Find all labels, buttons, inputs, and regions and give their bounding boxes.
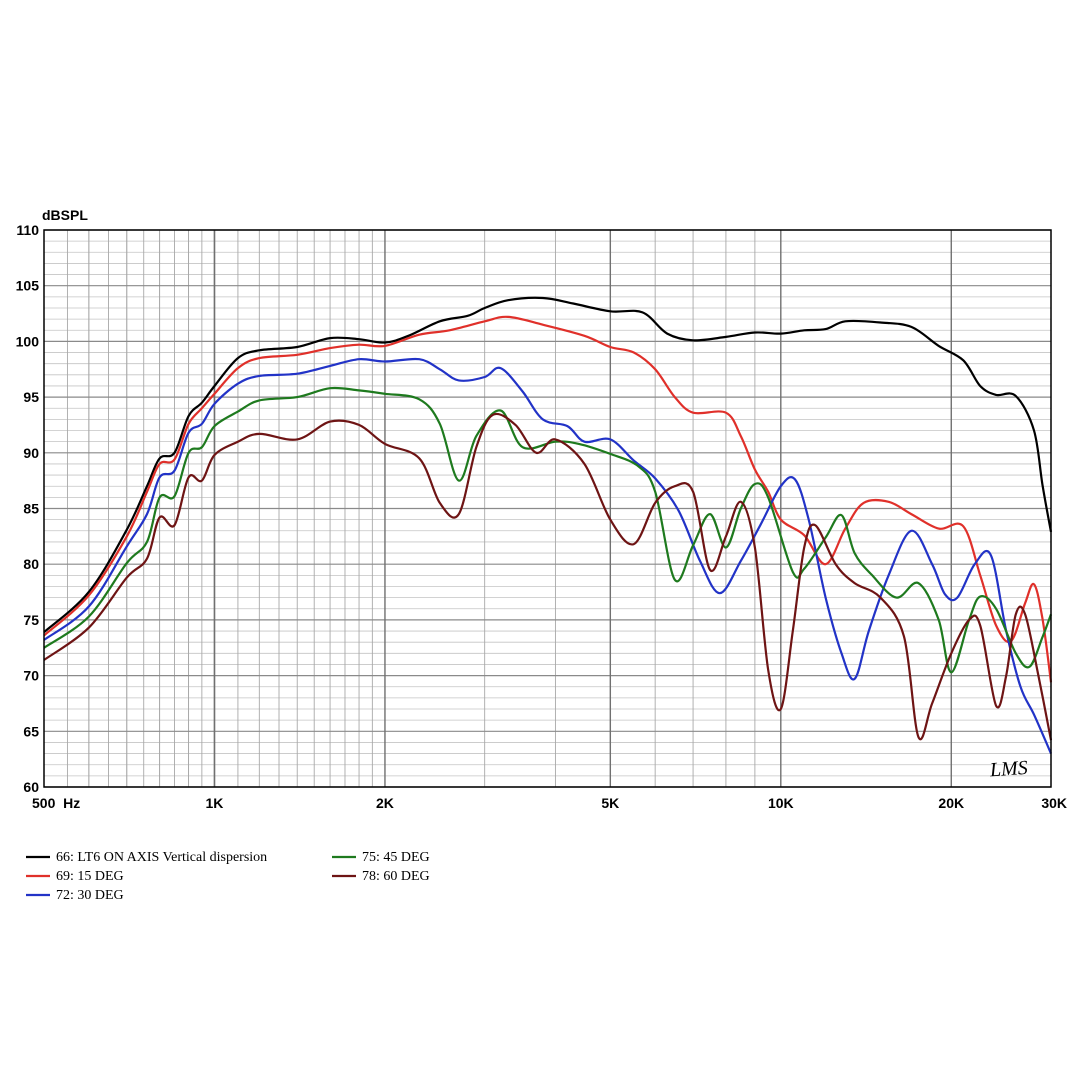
y-tick-label: 70 <box>23 668 39 684</box>
series-line-4 <box>43 412 1053 741</box>
y-tick-label: 65 <box>23 723 39 739</box>
grid-minor-lines <box>43 230 1052 787</box>
y-tick-label: 75 <box>23 612 39 628</box>
series-line-2 <box>43 357 1053 755</box>
series-line-1 <box>43 315 1053 683</box>
legend: 66: LT6 ON AXIS Vertical dispersion 69: 1… <box>26 850 430 903</box>
x-tick-label: 1K <box>206 795 224 811</box>
legend-entry: 66: LT6 ON AXIS Vertical dispersion <box>56 850 267 865</box>
y-axis-label: dBSPL <box>42 207 88 223</box>
y-tick-label: 110 <box>16 222 39 238</box>
y-tick-label: 80 <box>23 556 39 572</box>
y-tick-label: 85 <box>23 501 39 517</box>
x-tick-label: 20K <box>938 795 964 811</box>
legend-entry: 75: 45 DEG <box>362 850 430 865</box>
series-line-0 <box>43 296 1053 634</box>
x-tick-label: 500 Hz <box>32 795 80 811</box>
y-tick-label: 100 <box>16 333 40 349</box>
legend-entry: 72: 30 DEG <box>56 888 124 903</box>
y-tick-label: 105 <box>16 278 40 294</box>
lms-logo: LMS <box>988 757 1028 782</box>
y-tick-label: 60 <box>23 779 39 795</box>
x-tick-label: 2K <box>376 795 394 811</box>
svg-text:LMS: LMS <box>988 757 1028 782</box>
series-line-3 <box>43 386 1053 674</box>
y-tick-label: 95 <box>23 389 39 405</box>
x-tick-labels: 500 Hz 1K 2K 5K 10K 20K 30K <box>32 795 1067 811</box>
x-tick-label: 30K <box>1041 795 1067 811</box>
y-tick-label: 90 <box>23 445 39 461</box>
plot-frame <box>43 229 1052 788</box>
legend-entry: 78: 60 DEG <box>362 869 430 884</box>
y-tick-labels: 60 65 70 75 80 85 90 95 100 105 110 <box>16 222 40 795</box>
series-group <box>43 296 1053 755</box>
x-tick-label: 10K <box>768 795 794 811</box>
x-tick-label: 5K <box>601 795 619 811</box>
legend-entry: 69: 15 DEG <box>56 869 124 884</box>
